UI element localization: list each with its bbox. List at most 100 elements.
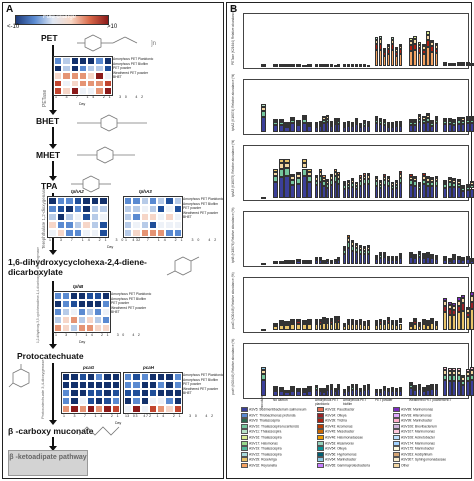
bar-segment [315,180,319,186]
heatmap-cell [148,405,158,413]
bar-segment [307,386,313,389]
heatmap-cell [48,197,57,205]
bar-segment [395,324,399,330]
bar-segment [409,50,413,66]
bar-segment [322,259,326,262]
bar-segment [337,124,341,132]
bar-segment [351,384,355,387]
heatmap-cell [165,373,174,381]
bar-segment [421,115,426,118]
heatmap-tphb-title: tphB [73,284,84,289]
bar-segment [447,121,452,125]
group-label: PET powder [375,398,393,402]
heatmap-cell [62,87,71,95]
bar-segment [447,380,452,396]
heatmap-cell [65,229,74,237]
bar-segment [326,317,330,320]
heatmap-cell [103,87,112,95]
bar-segment [443,300,447,306]
bar-segment [355,183,359,186]
bar-segment [452,256,457,259]
heatmap-cell [140,205,149,213]
bar-segment [322,117,326,120]
bar-segment [295,119,301,122]
bar-segment [337,322,341,330]
heatmap-cell [95,397,104,405]
bar-segment [465,183,470,186]
bar-segment [359,319,363,322]
legend-label: ASV9: Thalassospira [249,418,280,423]
bar-segment [470,292,474,296]
group-label: No carbon [273,398,288,402]
bar-segment [426,39,430,47]
bar-segment [375,388,379,391]
heatmap-cell [95,64,104,73]
bar-segment [347,321,351,324]
heatmap-cell [65,205,74,213]
bar-segment [470,185,474,189]
heatmap-cell [157,389,166,397]
bar-segment [452,309,457,316]
bar-segment [326,389,330,396]
panel-a: A Fold change <-10 >10 PET BHET MHET TPA… [2,2,224,479]
bar-segment [409,255,413,258]
heatmap-cell [86,316,94,324]
heatmap-cell [62,397,71,405]
legend-label: ASV307: Sphingomonadaceae [401,457,447,462]
legend-item: ASV11: Thalassospira [241,429,281,435]
bar-segment [273,168,279,172]
bar-segment [290,179,296,185]
bar-segment [430,253,435,256]
legend-item: ASV174: Marinomonas [393,440,435,446]
bar-segment [307,176,313,183]
heatmap-cell [173,197,182,205]
bar-segment [318,318,322,321]
bar-segment [307,321,313,325]
heatmap-cell [132,373,141,381]
bar-segment [447,117,452,120]
row-label: PET powder [113,66,132,71]
bar-segment [395,259,399,264]
legend-swatch [317,463,324,468]
bar-segment [409,252,413,254]
colorbar-min-label: <-10 [7,24,20,30]
bar-segment [443,62,447,65]
bar-segment [359,181,363,186]
bar-segment [379,323,383,330]
bar-segment [329,121,333,124]
bar-segment [430,181,435,187]
bar-segment [399,177,403,184]
bar-segment [337,383,341,386]
bar-segment [322,317,326,320]
bar-segment [417,122,422,132]
bar-segment [434,118,439,121]
heatmap-cell [94,300,102,308]
bar-segment [470,370,474,375]
bar-segment [387,259,391,264]
bar-segment [326,180,330,184]
bar-segment [367,389,371,396]
bar-segment [273,322,279,325]
row-label: Weathered PET powder [111,305,147,310]
bar-segment [347,63,351,66]
bar-segment [295,125,301,132]
heatmap-cell [148,397,158,405]
keto-pathway-label: β -ketoadipate pathway [9,454,87,461]
heatmap-cell [173,221,182,229]
bar-segment [301,114,307,117]
heatmap-cell [78,292,86,300]
bar-segment [284,162,290,169]
bar-segment [322,320,326,324]
group-label: Amorphous PET planktonic [315,398,339,406]
bar-segment [387,181,391,186]
legend-swatch [393,423,400,429]
bar-segment [387,391,391,396]
bar-segment [329,321,333,324]
bar-segment [452,124,457,132]
heatmap-cell [95,405,104,413]
bar-segment [452,183,457,188]
bar-segment [355,389,359,396]
legend-swatch [393,435,400,440]
bar-segment [351,64,355,67]
bar-segment [387,256,391,259]
